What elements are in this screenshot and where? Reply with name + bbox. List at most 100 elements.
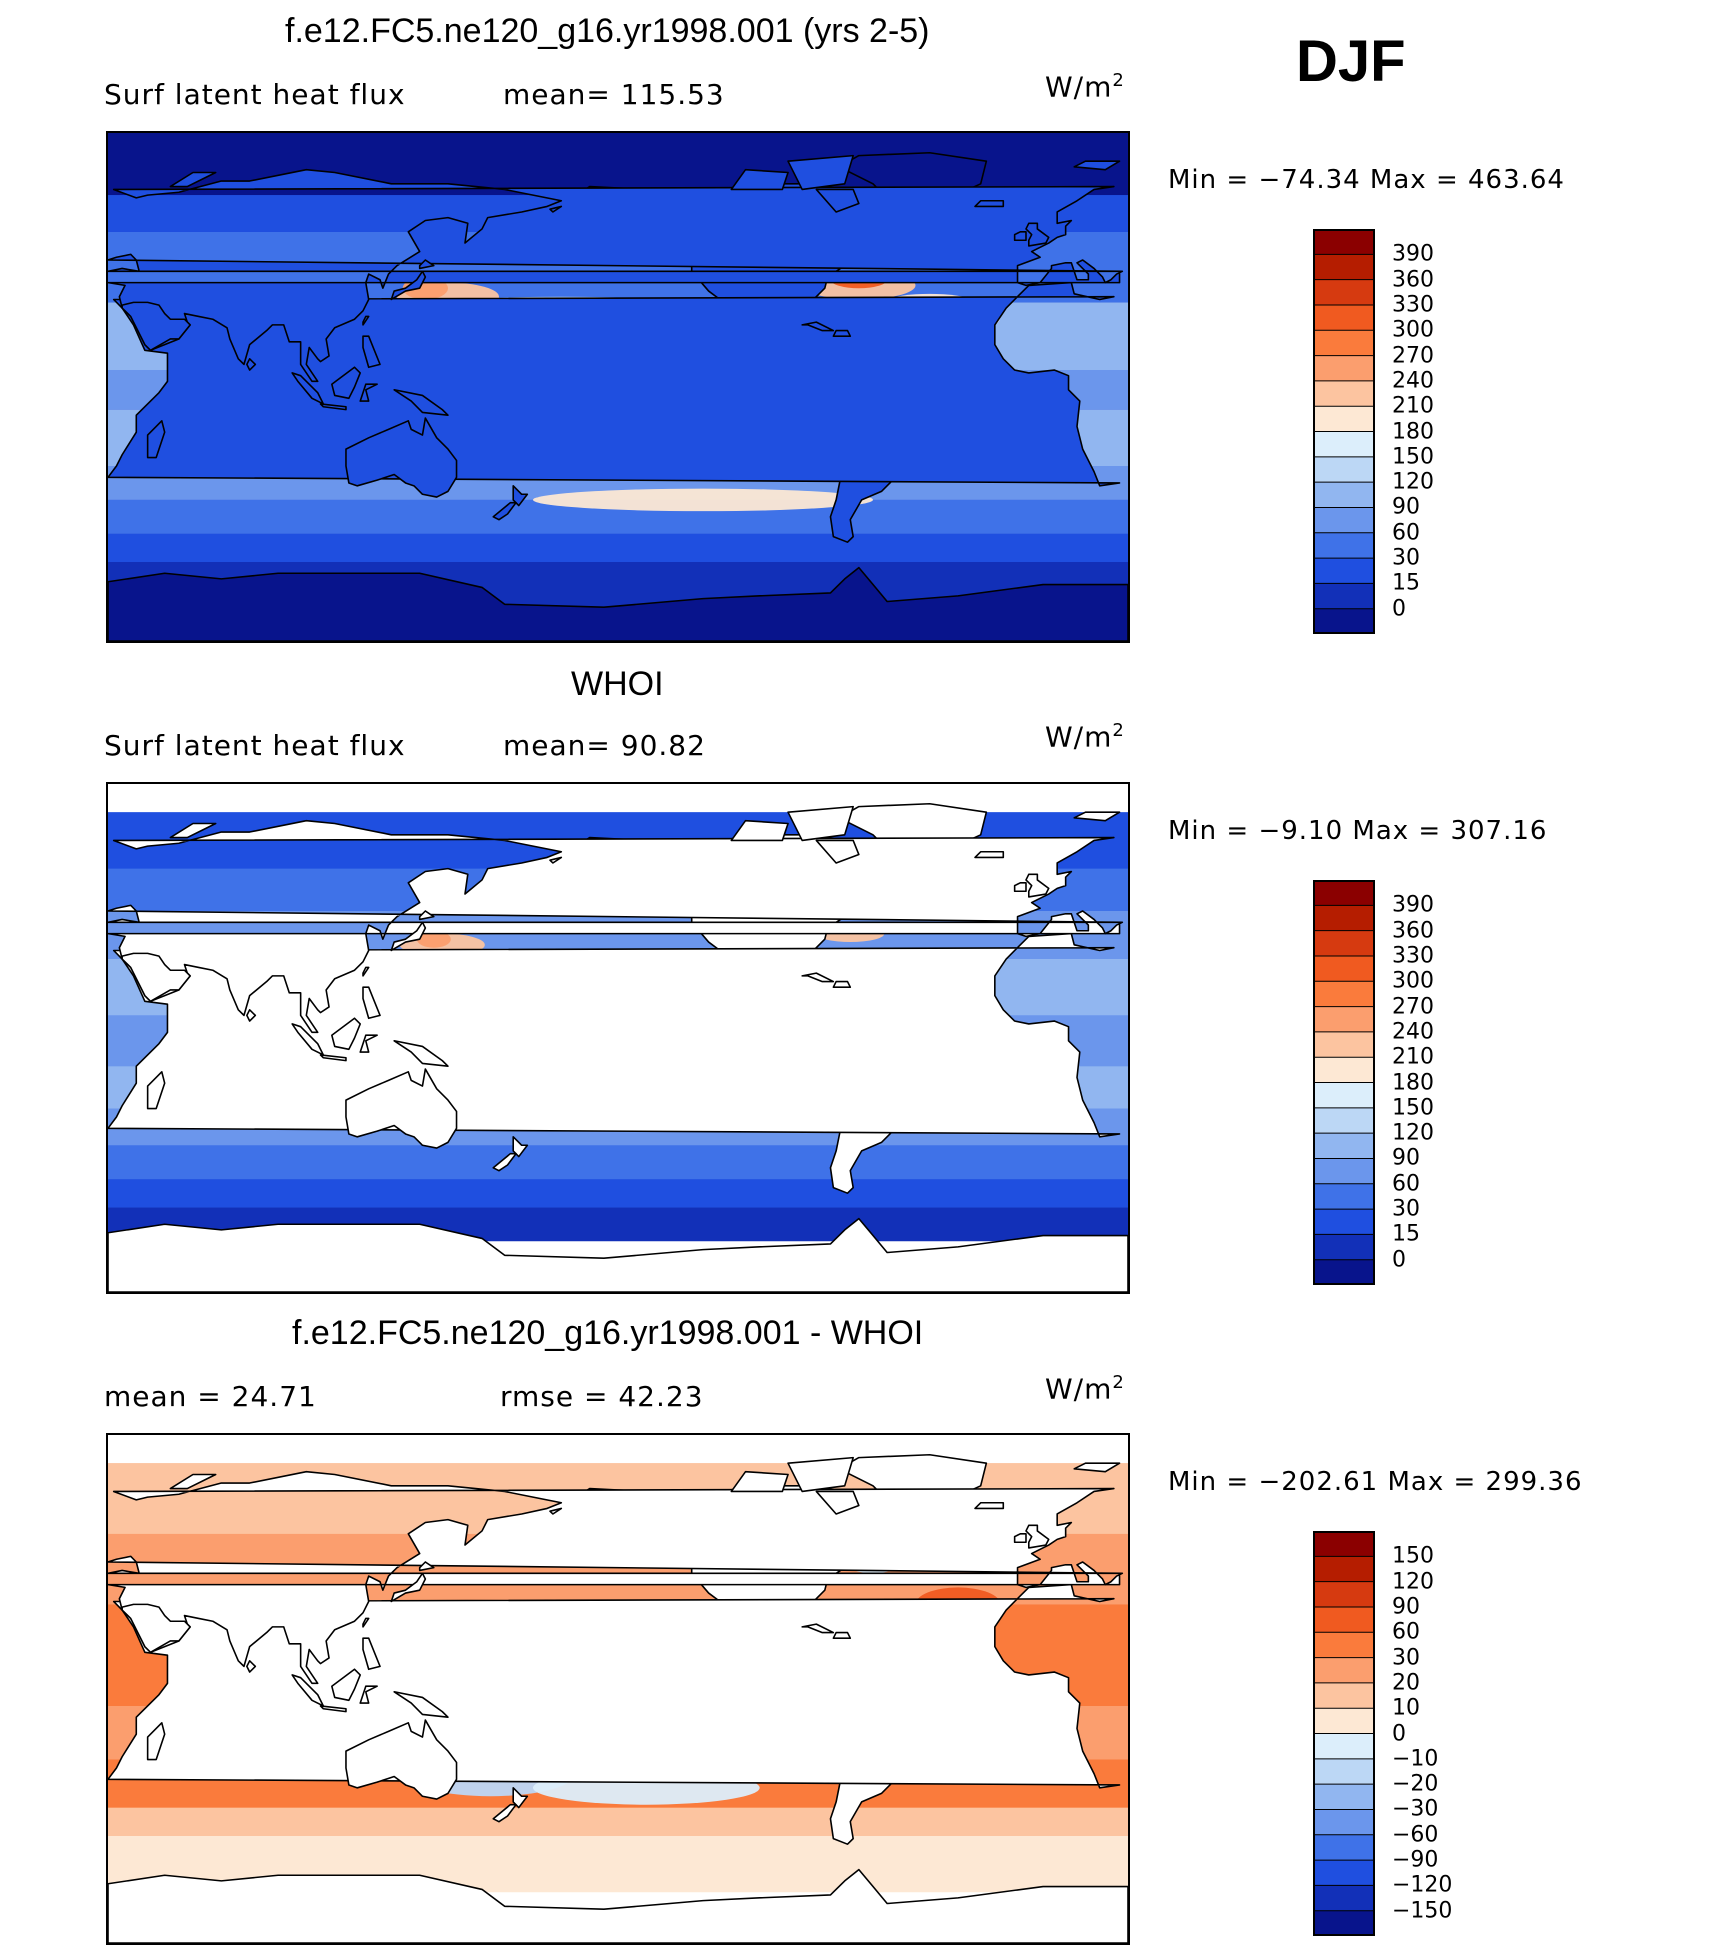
coastline-canadaIsl2 [787, 154, 854, 191]
coastline-cuba [801, 321, 835, 332]
coastline-novayaZemlya [169, 1473, 217, 1490]
coastline-australia [345, 1068, 458, 1149]
coastline-sriLanka [246, 358, 257, 371]
colorbar-swatch [1314, 330, 1374, 357]
coastline-antarctica [108, 1868, 1128, 1943]
colorbar-tick-label: −150 [1392, 1898, 1453, 1924]
colorbar-tick-label: 270 [1392, 994, 1434, 1020]
coastline-iceland [974, 1501, 1005, 1510]
colorbar-tick-label: 90 [1392, 1594, 1420, 1620]
colorbar-swatch [1314, 406, 1374, 432]
colorbar-swatch [1314, 558, 1374, 584]
colorbar-swatch [1314, 1606, 1374, 1633]
panel-3-rmse-label: rmse = 42.23 [500, 1380, 704, 1413]
colorbar-border [1313, 1531, 1375, 1936]
panel-1-minmax: Min = −74.34 Max = 463.64 [1168, 165, 1565, 195]
colorbar-swatch [1314, 1556, 1374, 1583]
field-contour-band [108, 1179, 1128, 1208]
coastline-canadaIsl1 [730, 819, 789, 842]
panel-2-title: WHOI [571, 665, 664, 703]
coastline-uk [1025, 1524, 1050, 1549]
colorbar-swatch [1314, 304, 1374, 331]
coastline-nzNorth [512, 1136, 529, 1158]
colorbar-swatch [1314, 1682, 1374, 1709]
coastline-baffin [815, 1490, 860, 1515]
coastline-madagascar [146, 420, 166, 459]
panel-1-title: f.e12.FC5.ne120_g16.yr1998.001 (yrs 2-5) [285, 12, 930, 50]
colorbar-tick-label: 390 [1392, 241, 1434, 267]
colorbar-tick-label: 10 [1392, 1695, 1420, 1721]
coastline-alaskaIsl [549, 205, 563, 213]
colorbar-swatch [1314, 1784, 1374, 1810]
colorbar-swatch [1314, 1259, 1374, 1285]
colorbar-tick-label: 0 [1392, 1721, 1406, 1746]
colorbar-tick-label: 150 [1392, 1095, 1434, 1121]
colorbar-swatch [1314, 1183, 1374, 1210]
colorbar-tick-label: 0 [1392, 596, 1406, 622]
colorbar-swatch [1314, 1006, 1374, 1033]
colorbar-border [1313, 880, 1375, 1285]
colorbar-swatch [1314, 930, 1374, 957]
colorbar-swatch [1314, 279, 1374, 306]
colorbar-swatch [1314, 1885, 1374, 1912]
colorbar-swatch [1314, 1082, 1374, 1109]
colorbar-tick-label: 90 [1392, 494, 1420, 520]
coastline-arabia [121, 301, 191, 352]
coastline-uk [1025, 873, 1050, 898]
colorbar-swatch [1314, 254, 1374, 281]
field-contour-band [108, 1145, 1128, 1180]
panel-3-minmax: Min = −202.61 Max = 299.36 [1168, 1467, 1583, 1497]
field-contour-blob [533, 488, 873, 512]
colorbar-swatch [1314, 1657, 1374, 1684]
coastline-japanHonshu [390, 270, 427, 301]
coastline-canadaIsl2 [787, 1456, 854, 1493]
colorbar-swatch [1314, 1209, 1374, 1235]
panel-2-colorbar [1313, 880, 1375, 1285]
colorbar-tick-label: 360 [1392, 918, 1434, 944]
colorbar-tick-label: −30 [1392, 1796, 1439, 1822]
panel-1-mean-label: mean= 115.53 [503, 78, 725, 111]
colorbar-tick-label: 0 [1392, 1247, 1406, 1273]
colorbar-tick-label: 120 [1392, 1569, 1434, 1595]
coastline-canadaIsl1 [730, 1470, 789, 1493]
colorbar-swatch [1314, 880, 1374, 906]
coastline-australia [345, 417, 458, 498]
colorbar-swatch [1314, 1733, 1374, 1760]
colorbar-tick-label: 270 [1392, 343, 1434, 369]
colorbar-tick-label: 60 [1392, 520, 1420, 546]
panel-3-mean-label: mean = 24.71 [104, 1380, 317, 1413]
coastline-japanHonshu [390, 921, 427, 952]
coastline-australia [345, 1719, 458, 1800]
colorbar-tick-label: −20 [1392, 1771, 1439, 1797]
coastline-ireland [1013, 1533, 1027, 1544]
colorbar-swatch [1314, 1910, 1374, 1936]
colorbar-tick-label: 120 [1392, 1120, 1434, 1146]
colorbar-tick-label: 15 [1392, 570, 1420, 596]
colorbar-swatch [1314, 905, 1374, 932]
colorbar-swatch [1314, 981, 1374, 1008]
coastline-canadaIsl1 [730, 168, 789, 191]
coastline-baffin [815, 188, 860, 213]
coastline-philippines [362, 1637, 381, 1671]
coastline-antarctica [108, 1217, 1128, 1292]
colorbar-swatch [1314, 1758, 1374, 1785]
colorbar-tick-label: −60 [1392, 1822, 1439, 1848]
panel-3-units: W/m2 [1045, 1372, 1125, 1406]
coastline-hispaniola [832, 1631, 852, 1639]
panel-1-units: W/m2 [1045, 70, 1125, 104]
coastline-philippines [362, 986, 381, 1020]
colorbar-tick-label: 150 [1392, 444, 1434, 470]
coastline-nzNorth [512, 485, 529, 507]
colorbar-swatch [1314, 1234, 1374, 1261]
colorbar-swatch [1314, 1158, 1374, 1185]
panel-2-mean-label: mean= 90.82 [503, 729, 706, 762]
panel-1-variable-label: Surf latent heat flux [104, 78, 406, 111]
coastline-hispaniola [832, 329, 852, 337]
coastline-newGuinea [393, 388, 449, 416]
colorbar-tick-label: 180 [1392, 419, 1434, 444]
coastline-sulawesi [359, 1034, 378, 1053]
colorbar-swatch [1314, 380, 1374, 407]
coastline-cuba [801, 972, 835, 983]
colorbar-swatch [1314, 229, 1374, 255]
coastline-sulawesi [359, 1685, 378, 1704]
